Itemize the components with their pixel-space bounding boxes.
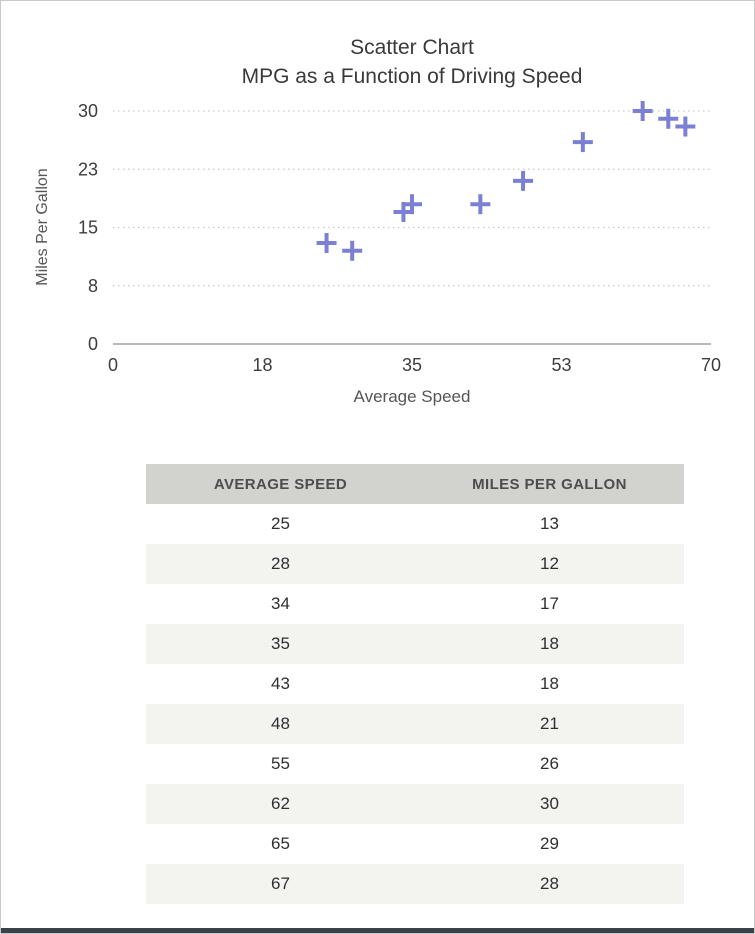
- table-row: 43 18: [146, 664, 684, 704]
- table-cell: 25: [271, 514, 290, 533]
- table-cell: 18: [540, 634, 559, 653]
- table-cell: 34: [271, 594, 290, 613]
- y-tick-label: 30: [78, 101, 98, 121]
- table-cell: 26: [540, 754, 559, 773]
- table-row: 25 13: [146, 504, 684, 544]
- table-row: 34 17: [146, 584, 684, 624]
- table-cell: 13: [540, 514, 559, 533]
- y-axis-title: Miles Per Gallon: [34, 168, 51, 286]
- data-table-body: 25 13 28 12 34 17 35 18 43 18 48 21 55 26 62 30 65 29 67 28: [146, 504, 684, 904]
- scatter-point-marker: [675, 116, 696, 137]
- table-cell: 12: [540, 554, 559, 573]
- table-row: 65 29: [146, 824, 684, 864]
- x-tick-label: 53: [551, 355, 571, 375]
- table-cell: 28: [540, 874, 559, 893]
- table-cell: 29: [540, 834, 559, 853]
- scatter-point-marker: [316, 233, 337, 254]
- x-axis-title: Average Speed: [353, 387, 471, 406]
- table-cell: 48: [271, 714, 290, 733]
- chart-title-line2: MPG as a Function of Driving Speed: [241, 65, 583, 88]
- table-cell: 17: [540, 594, 559, 613]
- table-cell: 62: [271, 794, 290, 813]
- table-cell: 21: [540, 714, 559, 733]
- scatter-point-marker: [342, 240, 363, 261]
- table-cell: 35: [271, 634, 290, 653]
- chart-title-line1: Scatter Chart: [350, 36, 474, 59]
- table-header-cell: MILES PER GALLON: [415, 464, 684, 504]
- table-row: 48 21: [146, 704, 684, 744]
- table-cell: 67: [271, 874, 290, 893]
- table-row: 62 30: [146, 784, 684, 824]
- x-tick-label: 70: [701, 355, 721, 375]
- bottom-edge-bar: [1, 928, 754, 933]
- chart-title: Scatter Chart MPG as a Function of Drivi…: [113, 33, 711, 91]
- table-cell: 65: [271, 834, 290, 853]
- scatter-point-marker: [632, 101, 653, 121]
- scatter-point-marker: [402, 194, 422, 215]
- x-tick-label: 0: [108, 355, 118, 375]
- table-row: 67 28: [146, 864, 684, 904]
- scatter-point-marker: [470, 194, 491, 215]
- x-tick-label: 35: [402, 355, 422, 375]
- table-cell: 30: [540, 794, 559, 813]
- scatter-point-marker: [572, 132, 593, 153]
- y-tick-label: 15: [78, 218, 98, 238]
- table-cell: 28: [271, 554, 290, 573]
- data-table: AVERAGE SPEED MILES PER GALLON 25 13 28 12 34…: [146, 464, 684, 904]
- y-tick-label: 23: [78, 159, 98, 179]
- table-header-cell: AVERAGE SPEED: [146, 464, 415, 504]
- table-row: 28 12: [146, 544, 684, 584]
- table-row: 35 18: [146, 624, 684, 664]
- table-cell: 55: [271, 754, 290, 773]
- table-header-row: AVERAGE SPEED MILES PER GALLON: [146, 464, 684, 504]
- scatter-plot: 0 8 15 23 30 0 18 35 53 70: [78, 101, 721, 375]
- table-cell: 43: [271, 674, 290, 693]
- table-cell: 18: [540, 674, 559, 693]
- y-tick-label: 8: [88, 276, 98, 296]
- table-row: 55 26: [146, 744, 684, 784]
- scatter-point-marker: [513, 170, 534, 191]
- y-tick-label: 0: [88, 334, 98, 354]
- scatter-point-marker: [658, 108, 679, 129]
- x-tick-label: 18: [252, 355, 272, 375]
